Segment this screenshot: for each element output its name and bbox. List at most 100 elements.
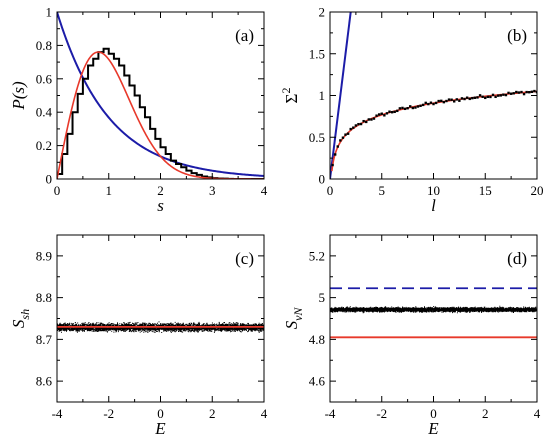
data-point — [434, 101, 438, 105]
data-point — [354, 124, 358, 127]
data-point — [365, 120, 368, 124]
panel-c: -4 -2 0 2 4 8.6 8.7 8.8 8.9 (c) E Ssh — [9, 234, 268, 437]
data-point — [367, 118, 371, 121]
data-point — [346, 132, 350, 135]
x-tick-label: 5 — [379, 183, 386, 198]
poisson-line — [330, 12, 352, 179]
data-point — [385, 112, 389, 115]
data-point — [401, 106, 404, 110]
x-tick-label: 4 — [261, 406, 268, 421]
data-point — [491, 93, 495, 97]
data-point — [489, 95, 492, 99]
data-point — [427, 102, 430, 106]
data-point — [484, 96, 487, 100]
data-point — [349, 127, 352, 131]
data-point — [460, 97, 464, 100]
y-tick-label: 8.7 — [36, 332, 53, 347]
plot-area — [330, 287, 537, 339]
x-tick-label: 20 — [531, 183, 544, 198]
data-point — [502, 93, 505, 96]
data-point — [528, 91, 531, 94]
data-point — [377, 113, 381, 116]
data-point — [393, 110, 396, 114]
panel-a: 0 1 2 3 4 0 0.2 0.4 0.6 0.8 1 (a) s P(s) — [9, 5, 268, 216]
data-point — [396, 109, 399, 113]
data-point — [468, 97, 471, 101]
y-tick-label: 0.5 — [309, 130, 325, 145]
data-point — [522, 92, 526, 96]
data-point — [416, 105, 420, 108]
data-point — [362, 119, 365, 123]
panel-label: (d) — [507, 249, 527, 268]
y-tick-label: 4.6 — [309, 374, 326, 389]
y-tick-label: 8.6 — [36, 374, 53, 389]
data-point — [429, 101, 433, 104]
x-tick-label: -2 — [376, 406, 387, 421]
data-point — [388, 110, 391, 113]
x-tick-label: 15 — [479, 183, 492, 198]
panel-label: (a) — [235, 26, 254, 45]
x-axis-label: s — [157, 196, 164, 215]
x-axis-label: E — [427, 419, 439, 437]
data-point — [390, 111, 394, 114]
data-point — [447, 98, 451, 101]
data-point — [380, 112, 383, 115]
data-point — [336, 145, 339, 148]
y-tick-label: 0.6 — [36, 71, 53, 86]
data-point — [375, 114, 378, 117]
x-tick-label: 4 — [534, 406, 541, 421]
data-point — [453, 100, 456, 103]
data-point — [478, 94, 482, 97]
data-point — [437, 99, 440, 103]
data-point — [535, 90, 537, 94]
x-tick-label: 2 — [209, 406, 216, 421]
plot-area — [57, 12, 264, 179]
data-point — [486, 95, 490, 99]
y-tick-label: 1 — [46, 5, 53, 20]
data-point — [533, 89, 536, 93]
data-point — [421, 103, 425, 107]
x-tick-label: -4 — [325, 406, 336, 421]
data-point — [398, 107, 402, 110]
data-point — [517, 91, 521, 94]
plot-area — [57, 321, 264, 333]
data-point — [473, 96, 477, 99]
data-point — [331, 163, 334, 167]
data-point — [445, 99, 448, 103]
y-axis-label: Σ2 — [279, 88, 301, 104]
y-tick-label: 0.2 — [36, 138, 52, 153]
x-tick-label: 0 — [430, 406, 437, 421]
y-tick-label: 1 — [319, 88, 326, 103]
y-tick-label: 0.4 — [36, 105, 53, 120]
data-point — [352, 126, 355, 129]
data-point — [424, 101, 427, 105]
data-point — [450, 98, 453, 101]
data-point — [520, 90, 523, 94]
x-tick-label: 3 — [209, 183, 216, 198]
plot-frame — [56, 11, 265, 180]
poisson-curve — [57, 12, 264, 177]
y-tick-label: 1.5 — [309, 46, 325, 61]
y-tick-label: 0.8 — [36, 38, 52, 53]
data-point — [507, 91, 510, 95]
data-point — [481, 95, 484, 98]
data-point — [341, 136, 345, 139]
x-tick-label: -4 — [52, 406, 63, 421]
data-point — [525, 90, 528, 94]
y-tick-label: 0 — [46, 172, 53, 187]
data-point — [372, 117, 376, 120]
data-point — [476, 96, 479, 99]
y-tick-label: 8.9 — [36, 248, 52, 263]
x-tick-label: 2 — [157, 183, 164, 198]
plot-frame — [329, 234, 538, 403]
data-point — [403, 107, 407, 111]
data-point — [359, 122, 363, 126]
y-tick-label: 0 — [319, 172, 326, 187]
x-tick-label: 0 — [54, 183, 61, 198]
data-point — [339, 139, 342, 142]
data-point — [419, 104, 422, 107]
data-point — [411, 106, 414, 110]
data-point — [463, 97, 466, 101]
x-tick-label: 0 — [157, 406, 164, 421]
